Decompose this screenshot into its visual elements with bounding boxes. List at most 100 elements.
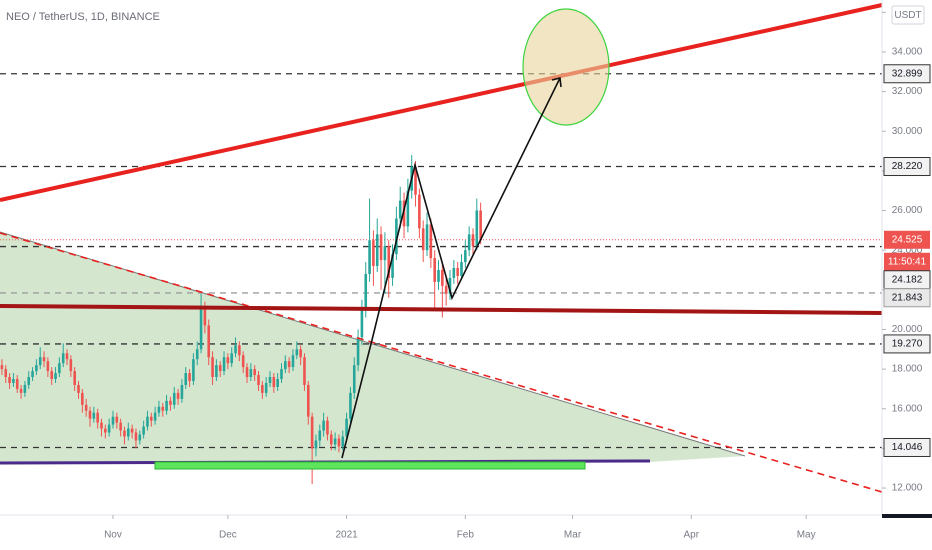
candle-body (375, 234, 379, 267)
candle-body (226, 357, 230, 364)
currency-label: USDT (894, 10, 921, 21)
candle-body (322, 420, 325, 431)
candle-body (345, 418, 348, 437)
candle-body (73, 371, 76, 385)
candle-body (104, 428, 107, 433)
candle-body (268, 377, 272, 383)
candle-body (218, 365, 222, 372)
label-layer: 12.00014.00016.00018.00020.00022.00024.0… (104, 7, 931, 541)
candle-body (441, 269, 444, 286)
candle-body (402, 200, 406, 227)
candle-body (291, 355, 295, 368)
candle-body (184, 373, 188, 385)
triangle-zone (0, 232, 745, 462)
level-layer (0, 73, 882, 449)
candle-body (467, 234, 471, 251)
candle-body (65, 353, 69, 360)
candle-body (203, 309, 207, 326)
candle-body (452, 268, 456, 278)
candle-body (471, 234, 475, 247)
price-level-box (883, 334, 931, 354)
candle-body (61, 353, 65, 364)
candle-body (341, 436, 345, 447)
candle-body (100, 422, 103, 429)
under-layer (0, 231, 746, 462)
candle-body (360, 309, 364, 338)
x-tick-label: Feb (457, 530, 475, 541)
candle-body (329, 434, 333, 445)
candle-body (245, 367, 249, 378)
candle-body (234, 345, 237, 354)
candle-body (421, 228, 425, 251)
candle-body (464, 250, 467, 263)
x-tick-label: Dec (219, 530, 237, 541)
x-tick-label: Nov (104, 530, 122, 541)
candle-body (54, 373, 57, 380)
candle-body (387, 246, 391, 278)
price-level-label: 19.270 (892, 339, 923, 350)
y-tick-label: 16.000 (892, 403, 923, 414)
price-level-box (883, 64, 931, 84)
candle-body (35, 365, 38, 372)
target-ellipse (522, 8, 610, 126)
chart-title: NEO / TetherUS, 1D, BINANCE (6, 11, 160, 23)
candle-body (81, 392, 84, 405)
price-level-label: 14.046 (892, 442, 923, 453)
candle-body (199, 309, 203, 350)
candle-body (172, 392, 176, 405)
drawing-layer (0, 3, 883, 493)
candle-body (211, 357, 214, 378)
y-tick-label: 32.000 (892, 86, 923, 97)
candle-body (50, 371, 54, 380)
candle-body (249, 369, 253, 378)
candle-body (27, 377, 31, 385)
candle-body (92, 412, 96, 419)
x-tick-label: 2021 (335, 530, 358, 541)
top-layer: USDT NEO / TetherUS, 1D, BINANCE (6, 5, 925, 25)
candle-body (303, 357, 306, 385)
candle-body (31, 371, 34, 378)
dashed-trendline (0, 232, 883, 493)
candle-body (241, 355, 245, 368)
candle-body (349, 392, 352, 419)
candle-body (115, 416, 119, 423)
candle-body (165, 400, 168, 411)
triangle-edge (0, 231, 746, 457)
candle-body (326, 420, 329, 435)
candle-body (176, 392, 180, 399)
candle-body (314, 440, 318, 449)
price-level-label: 24.182 (892, 274, 923, 285)
countdown-box (884, 252, 930, 271)
candle-body (161, 406, 165, 411)
candle-body (123, 430, 126, 437)
candle-body (280, 369, 283, 380)
candle-body (38, 357, 42, 366)
candle-body (391, 254, 394, 278)
candle-body (272, 377, 276, 387)
candle-body (222, 357, 226, 372)
candle-body (414, 166, 417, 195)
candle-body (425, 224, 429, 251)
candle-body (88, 410, 92, 419)
candle-body (261, 384, 264, 393)
candle-body (157, 406, 161, 413)
countdown-label: 11:50:41 (888, 256, 927, 267)
candle-body (207, 325, 211, 358)
support-line (0, 304, 883, 315)
candle-body (460, 262, 463, 276)
candle-body (19, 388, 23, 393)
candle-body (444, 285, 448, 294)
y-tick-label: 12.000 (892, 483, 923, 494)
candle-body (23, 384, 27, 393)
price-level-box (883, 288, 931, 308)
candle-body (456, 268, 459, 276)
projection-arrowhead (551, 77, 562, 88)
candle-body (383, 246, 387, 261)
candle-body (276, 379, 279, 387)
candle-body (69, 359, 73, 372)
time-axis (0, 515, 932, 550)
candle-body (295, 349, 299, 356)
candle-body (84, 404, 88, 411)
candle-body (437, 269, 440, 282)
